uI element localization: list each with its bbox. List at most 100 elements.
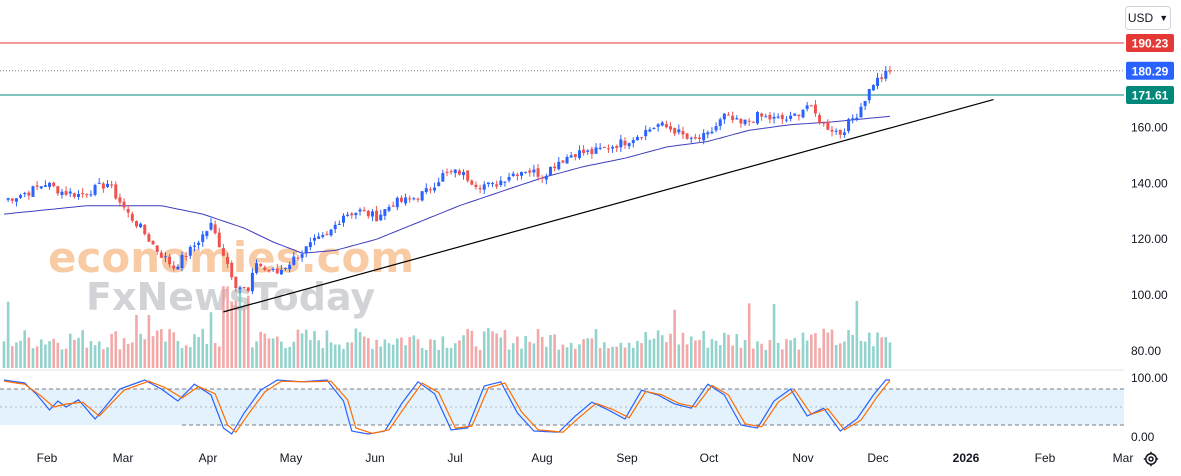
- candle-body: [337, 223, 341, 225]
- candle-body: [271, 268, 275, 270]
- volume-bar: [400, 337, 403, 368]
- volume-bar: [698, 339, 701, 368]
- candle-body: [168, 256, 172, 265]
- candle-body: [197, 242, 201, 245]
- month-label: Mar: [113, 451, 134, 465]
- month-label: Feb: [37, 451, 58, 465]
- candle-body: [68, 191, 72, 194]
- volume-bar: [338, 344, 341, 368]
- candle-body: [482, 184, 486, 190]
- volume-bar: [859, 340, 863, 368]
- candle-body: [288, 264, 292, 270]
- candle-body: [226, 256, 230, 264]
- volume-bar: [582, 339, 585, 368]
- volume-bar: [818, 348, 821, 368]
- candle-body: [515, 174, 519, 177]
- candle-body: [52, 182, 56, 187]
- volume-bar: [437, 349, 440, 368]
- candle-body: [842, 132, 846, 136]
- candle-body: [606, 148, 610, 150]
- volume-bar: [118, 349, 122, 368]
- candle-body: [739, 118, 743, 124]
- volume-bar: [445, 347, 449, 368]
- candle-body: [416, 198, 420, 200]
- candlesticks: [6, 65, 892, 295]
- volume-bar: [304, 329, 308, 368]
- candle-body: [151, 240, 155, 245]
- candle-body: [101, 183, 105, 189]
- candle-body: [507, 176, 511, 181]
- candle-body: [118, 197, 122, 203]
- candle-body: [524, 171, 528, 173]
- candle-body: [172, 265, 176, 269]
- volume-bar: [292, 341, 296, 368]
- candle-body: [768, 114, 772, 120]
- candle-body: [635, 136, 639, 141]
- volume-bar: [607, 348, 610, 368]
- volume-bar: [843, 341, 846, 368]
- volume-bar: [768, 340, 772, 368]
- volume-bar: [85, 347, 89, 368]
- candle-body: [106, 183, 109, 187]
- volume-bar: [706, 347, 710, 368]
- candle-body: [391, 205, 395, 207]
- candle-body: [718, 119, 722, 126]
- candle-body: [780, 114, 784, 120]
- candle-body: [590, 148, 594, 155]
- candle-body: [809, 105, 813, 107]
- volume-bar: [474, 346, 478, 368]
- volume-bar: [810, 334, 813, 368]
- candle-body: [420, 191, 424, 201]
- volume-bar: [325, 330, 329, 368]
- candle-body: [486, 182, 490, 185]
- volume-bar: [238, 285, 242, 368]
- candle-body: [818, 115, 822, 123]
- candle-body: [743, 119, 747, 125]
- volume-bar: [487, 328, 490, 368]
- candle-body: [561, 160, 565, 163]
- candle-body: [267, 269, 271, 272]
- price-levels: [0, 42, 1124, 96]
- candle-body: [656, 124, 660, 127]
- price-axis[interactable]: 160.00 140.00 120.00 100.00 80.00 100.00 0.00: [1131, 120, 1168, 444]
- candle-body: [292, 256, 296, 265]
- volume-bar: [723, 332, 726, 368]
- candle-body: [834, 130, 838, 132]
- candle-body: [648, 129, 652, 132]
- volume-bar: [615, 346, 619, 368]
- trend-line-group[interactable]: [223, 98, 994, 313]
- candle-body: [884, 70, 888, 79]
- volume-bar: [313, 330, 316, 368]
- candle-body: [449, 171, 453, 173]
- candle-body: [27, 192, 31, 196]
- volume-bar: [284, 348, 287, 368]
- volume-bar: [449, 348, 453, 368]
- volume-bar: [147, 314, 151, 368]
- candle-body: [652, 127, 656, 130]
- volume-bar: [727, 334, 730, 368]
- support-badge: [1126, 86, 1174, 105]
- volume-bar: [511, 343, 515, 368]
- candle-body: [598, 147, 602, 149]
- candle-body: [437, 182, 441, 186]
- settings-button[interactable]: [1141, 449, 1161, 469]
- volume-bar: [797, 349, 801, 368]
- currency-selector[interactable]: USD ▼: [1125, 6, 1171, 30]
- stochastic-d-line: [3, 380, 891, 435]
- candle-body: [48, 182, 52, 187]
- candle-body: [263, 267, 267, 271]
- candle-body: [826, 121, 830, 130]
- candle-body: [31, 186, 35, 197]
- stochastic-oscillator: [0, 379, 1124, 455]
- candle-body: [520, 172, 523, 176]
- time-axis[interactable]: Feb Mar Apr May Jun Jul Aug Sep Oct Nov Dec 2026 Feb…: [37, 451, 1134, 465]
- volume-bar: [694, 340, 697, 368]
- volume-bar: [73, 339, 76, 368]
- candle-body: [602, 147, 606, 149]
- candle-body: [39, 186, 43, 189]
- volume-bar: [6, 301, 10, 368]
- candle-body: [698, 137, 702, 140]
- candle-body: [395, 197, 399, 208]
- candle-body: [751, 121, 755, 123]
